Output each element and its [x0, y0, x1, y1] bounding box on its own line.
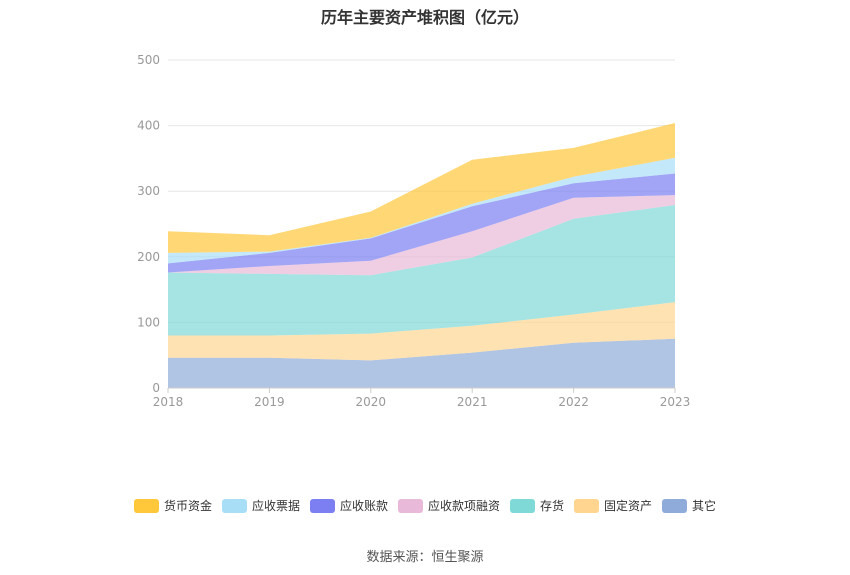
y-tick-label: 500 [137, 53, 160, 67]
legend-label: 货币资金 [163, 499, 212, 513]
x-tick-label: 2022 [558, 395, 589, 409]
x-tick-label: 2020 [356, 395, 387, 409]
legend-label: 存货 [540, 499, 565, 513]
legend-swatch [574, 498, 600, 513]
axes: 0 100 200 300 400 500 2018 2019 2020 2021 2022 2023 [137, 53, 690, 409]
stacked-area-chart: 0 100 200 300 400 500 2018 2019 2020 2021 2022 2023 [137, 53, 690, 409]
legend-item[interactable]: 应收票据 [221, 497, 300, 514]
y-tick-label: 300 [137, 184, 160, 198]
area-series-货币资金 [168, 123, 675, 253]
source-note: 数据来源：恒生聚源 [366, 550, 484, 565]
y-tick-label: 100 [137, 315, 160, 329]
legend-swatch [309, 498, 335, 513]
legend-swatch [133, 498, 159, 513]
chart-title: 历年主要资产堆积图（亿元） [320, 8, 529, 27]
area-series-应收账款 [168, 173, 675, 273]
legend-item[interactable]: 存货 [510, 497, 564, 514]
legend-label: 应收账款 [339, 499, 388, 513]
area-series-应收票据 [168, 157, 675, 264]
area-series [168, 123, 675, 388]
legend-item[interactable]: 货币资金 [133, 497, 212, 514]
y-tick-label: 200 [137, 250, 160, 264]
legend-label: 固定资产 [604, 499, 653, 513]
legend-swatch [510, 498, 535, 513]
area-series-存货 [168, 205, 675, 336]
legend-item[interactable]: 应收账款 [309, 497, 388, 514]
legend-item[interactable]: 应收款项融资 [397, 497, 500, 514]
legend-label: 其它 [692, 499, 717, 513]
x-tick-label: 2023 [660, 395, 691, 409]
legend-swatch [221, 498, 247, 513]
legend-swatch [662, 498, 688, 513]
area-series-其它 [168, 338, 675, 388]
x-tick-label: 2018 [153, 395, 184, 409]
x-tick-label: 2019 [254, 395, 285, 409]
legend-label: 应收票据 [251, 499, 300, 513]
legend-swatch [397, 498, 423, 513]
y-tick-label: 0 [152, 381, 160, 395]
area-series-应收款项融资 [168, 195, 675, 276]
x-tick-label: 2021 [457, 395, 488, 409]
area-series-固定资产 [168, 302, 675, 361]
legend-item[interactable]: 其它 [662, 497, 716, 514]
legend-label: 应收款项融资 [427, 499, 500, 513]
legend: 货币资金 应收票据 应收账款 应收款项融资 存货 固定资产 其它 [0, 497, 850, 514]
y-tick-label: 400 [137, 119, 160, 133]
legend-item[interactable]: 固定资产 [574, 497, 652, 514]
